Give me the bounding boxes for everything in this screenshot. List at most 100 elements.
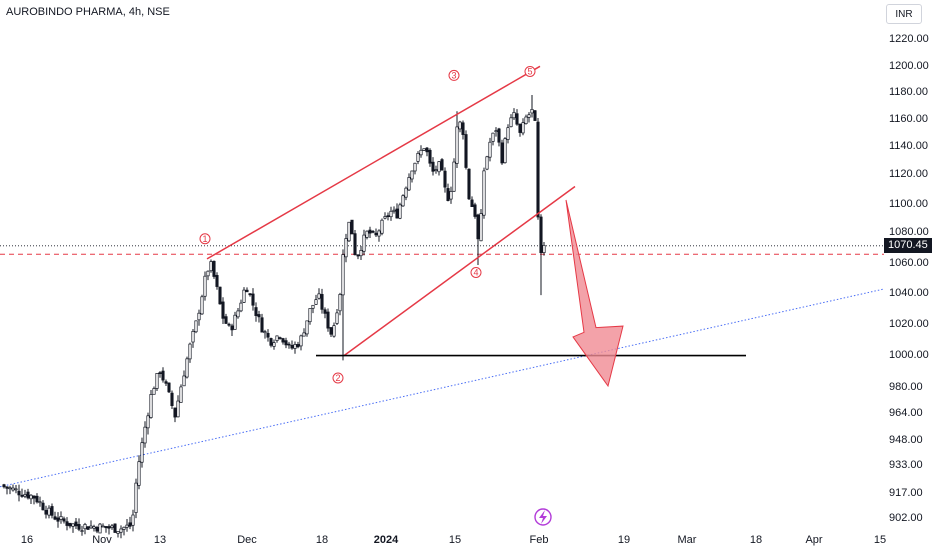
candle [398,202,402,220]
candle [509,114,513,128]
candle [302,328,306,337]
candle [242,287,246,303]
candle [116,531,120,538]
candle [275,335,279,343]
x-tick-label: 15 [874,534,886,546]
candle [485,155,489,171]
candle [452,158,456,192]
svg-text:1: 1 [202,234,207,244]
candle [389,206,393,221]
lower-channel-line[interactable] [343,185,576,357]
candle [77,518,81,532]
candle [317,288,321,300]
candle [5,486,9,495]
candle [386,212,390,221]
candle [164,379,168,386]
candle [215,272,219,290]
candle [530,95,534,118]
candle [284,337,288,349]
lightning-icon[interactable] [534,508,552,526]
candle [251,288,255,311]
candle [167,382,171,393]
x-tick-label: 13 [154,534,166,546]
candle [38,496,42,507]
candle [65,517,69,531]
candle [266,329,270,342]
candle [269,337,273,348]
candle [35,493,39,504]
candle [59,511,63,524]
candle [140,437,144,468]
y-tick-label: 1060.00 [889,257,929,269]
candle [146,412,150,435]
candle [473,202,477,219]
candle [62,516,66,524]
x-tick-label: Dec [237,534,257,546]
svg-text:3: 3 [451,70,456,80]
candle [476,213,480,265]
candle [461,120,465,140]
candle [221,297,225,325]
candle [47,505,51,519]
candle [401,194,405,207]
candle [41,500,45,511]
candle [71,523,75,533]
candle [239,299,243,313]
candle [128,516,132,530]
candle [479,208,483,242]
candle [191,328,195,348]
candle [371,230,375,234]
chart-title: AUROBINDO PHARMA, 4h, NSE [6,6,170,18]
candle [80,525,84,536]
long-term-trendline[interactable] [0,288,885,488]
y-tick-label: 1180.00 [889,86,928,98]
candle [458,120,462,133]
svg-text:2: 2 [335,373,340,383]
candle [323,307,327,319]
currency-unit-button[interactable]: INR [886,4,922,24]
candle [152,386,156,395]
candle [353,229,357,256]
candle [359,245,363,261]
candle [356,254,360,260]
candle [428,148,432,167]
candle [233,311,237,330]
candle [89,520,93,529]
down-arrow[interactable] [565,199,624,388]
upper-channel-line[interactable] [206,65,541,260]
candle [404,186,408,201]
y-tick-label: 1160.00 [889,113,928,125]
y-tick-label: 933.00 [889,459,923,471]
candle [197,309,201,326]
y-tick-label: 1120.00 [889,168,928,180]
candle [512,108,516,121]
candle [311,304,315,314]
candle [392,206,396,214]
y-tick-label: 1140.00 [889,140,928,152]
candle [53,511,57,521]
candle [200,294,204,315]
candle [134,478,138,519]
candle [314,294,318,305]
candle [491,132,495,146]
candle [158,371,162,378]
candle [380,218,384,236]
candle [482,167,486,219]
candle [443,167,447,193]
candle [335,309,339,325]
candle [434,165,438,174]
candle [533,109,537,121]
candle [110,524,114,530]
candle [17,484,21,502]
candle [413,162,417,175]
candlestick-series [2,95,546,539]
candle [515,109,519,126]
candle [245,287,249,293]
candle [383,212,387,220]
candle [209,259,213,273]
candle [329,326,333,338]
candle [347,221,351,242]
candle [419,145,423,158]
x-tick-label: 18 [316,534,328,546]
